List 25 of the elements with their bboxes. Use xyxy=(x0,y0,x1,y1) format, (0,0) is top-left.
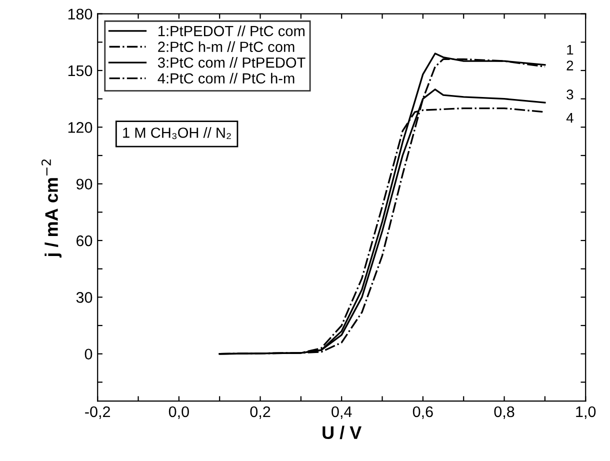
legend-label: 3:PtC com // PtPEDOT xyxy=(158,57,306,68)
x-tick-label: 0,8 xyxy=(494,406,514,419)
y-tick-label: 90 xyxy=(76,178,92,190)
x-tick-label: 0,2 xyxy=(250,406,270,419)
x-tick-label: -0,2 xyxy=(85,406,110,419)
annotation: 3 xyxy=(566,90,574,100)
x-tick-label: 1,0 xyxy=(576,406,596,419)
y-axis-title: j / mA cm$^{−2}$ xyxy=(41,159,62,258)
legend-label: 1:PtPEDOT // PtC com xyxy=(158,25,304,36)
x-axis-title: U / V xyxy=(322,426,362,440)
y-tick-label: 60 xyxy=(76,235,92,246)
y-tick-label: 180 xyxy=(68,8,92,20)
annotation: 2 xyxy=(566,60,574,70)
y-tick-label: 0 xyxy=(84,348,92,360)
x-tick-label: 0,4 xyxy=(332,406,352,419)
annotation: 1 xyxy=(567,44,574,55)
x-tick-label: 0,6 xyxy=(412,406,433,419)
annotation: 4 xyxy=(566,113,574,123)
legend-label: 4:PtC com // PtC h-m xyxy=(158,72,294,84)
legend-label: 2:PtC h-m // PtC com xyxy=(158,41,294,52)
x-tick-label: 0,0 xyxy=(168,406,189,419)
y-tick-label: 150 xyxy=(68,65,92,76)
annotation: 1 M CH₃OH // N₂ xyxy=(123,127,231,140)
y-tick-label: 30 xyxy=(76,292,92,303)
y-tick-label: 120 xyxy=(68,122,92,133)
